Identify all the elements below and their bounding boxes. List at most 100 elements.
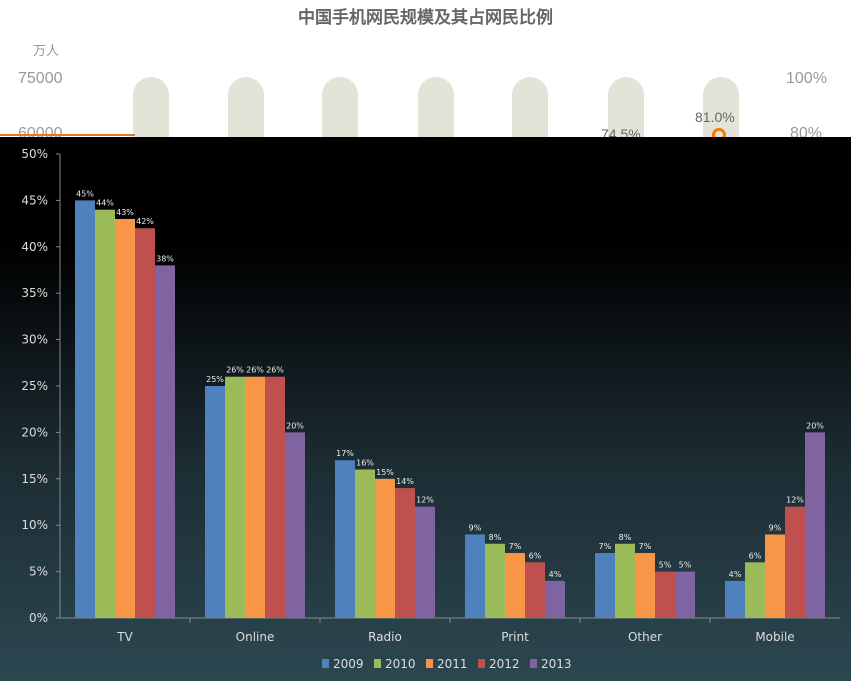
bg-column bbox=[322, 77, 358, 147]
bar-other-2012 bbox=[655, 571, 675, 618]
y-tick-label: 30% bbox=[21, 333, 48, 347]
data-label: 20% bbox=[806, 421, 824, 430]
legend-swatch-2012 bbox=[478, 659, 485, 668]
bar-other-2011 bbox=[635, 553, 655, 618]
bg-column bbox=[133, 77, 169, 147]
bar-radio-2010 bbox=[355, 469, 375, 618]
bg-column bbox=[228, 77, 264, 147]
y-tick-label: 10% bbox=[21, 518, 48, 532]
data-label: 17% bbox=[336, 449, 354, 458]
bar-mobile-2010 bbox=[745, 562, 765, 618]
bar-print-2012 bbox=[525, 562, 545, 618]
bg-line bbox=[0, 134, 135, 136]
bar-online-2012 bbox=[265, 376, 285, 618]
data-label: 7% bbox=[639, 542, 652, 551]
legend-label: 2012 bbox=[489, 657, 520, 671]
chart-svg: 0%5%10%15%20%25%30%35%40%45%50%TV45%44%4… bbox=[21, 147, 840, 671]
data-label: 44% bbox=[96, 199, 114, 208]
bar-mobile-2011 bbox=[765, 534, 785, 618]
bar-other-2010 bbox=[615, 543, 635, 618]
right-tick: 100% bbox=[786, 70, 827, 87]
data-label: 9% bbox=[469, 523, 482, 532]
legend-swatch-2009 bbox=[322, 659, 329, 668]
data-label: 7% bbox=[509, 542, 522, 551]
bar-tv-2011 bbox=[115, 218, 135, 618]
bar-print-2011 bbox=[505, 553, 525, 618]
background-chart-title: 中国手机网民规模及其占网民比例 bbox=[298, 8, 553, 27]
y-tick-label: 40% bbox=[21, 240, 48, 254]
y-tick-label: 5% bbox=[29, 565, 48, 579]
legend-label: 2009 bbox=[333, 657, 364, 671]
data-label: 25% bbox=[206, 375, 224, 384]
legend-swatch-2011 bbox=[426, 659, 433, 668]
bar-print-2009 bbox=[465, 534, 485, 618]
data-label: 6% bbox=[529, 551, 542, 560]
data-label: 45% bbox=[76, 189, 94, 198]
bar-mobile-2013 bbox=[805, 432, 825, 618]
bg-column bbox=[608, 77, 644, 147]
bar-tv-2009 bbox=[75, 200, 95, 618]
data-label: 7% bbox=[599, 542, 612, 551]
data-label: 4% bbox=[549, 570, 562, 579]
bg-label: 81.0% bbox=[695, 109, 735, 125]
x-tick-label: TV bbox=[116, 630, 133, 644]
data-label: 43% bbox=[116, 208, 134, 217]
bar-tv-2012 bbox=[135, 228, 155, 618]
data-label: 8% bbox=[619, 533, 632, 542]
x-tick-label: Other bbox=[628, 630, 662, 644]
unit-label: 万人 bbox=[33, 43, 60, 58]
x-tick-label: Mobile bbox=[755, 630, 794, 644]
data-label: 38% bbox=[156, 254, 174, 263]
bar-other-2009 bbox=[595, 553, 615, 618]
data-label: 26% bbox=[266, 366, 284, 375]
data-label: 8% bbox=[489, 533, 502, 542]
bar-chart: 0% 5% 10% 15% 20% 25% 30% 35% 40% 45% 50% TV 45% 44% 4… bbox=[0, 137, 851, 681]
bar-radio-2009 bbox=[335, 460, 355, 618]
y-tick-label: 0% bbox=[29, 611, 48, 625]
bar-radio-2012 bbox=[395, 488, 415, 618]
data-label: 14% bbox=[396, 477, 414, 486]
y-tick-label: 15% bbox=[21, 472, 48, 486]
y-tick-label: 20% bbox=[21, 425, 48, 439]
data-label: 42% bbox=[136, 217, 154, 226]
legend-label: 2013 bbox=[541, 657, 572, 671]
bg-column bbox=[418, 77, 454, 147]
x-tick-label: Online bbox=[236, 630, 275, 644]
bar-print-2013 bbox=[545, 580, 565, 618]
bar-online-2010 bbox=[225, 376, 245, 618]
bar-tv-2013 bbox=[155, 265, 175, 618]
y-tick-label: 50% bbox=[21, 147, 48, 161]
y-tick-label: 35% bbox=[21, 286, 48, 300]
bar-print-2010 bbox=[485, 543, 505, 618]
data-label: 12% bbox=[786, 496, 804, 505]
bar-mobile-2009 bbox=[725, 580, 745, 618]
data-label: 20% bbox=[286, 421, 304, 430]
legend-label: 2011 bbox=[437, 657, 468, 671]
data-label: 9% bbox=[769, 523, 782, 532]
background-chart: 中国手机网民规模及其占网民比例 万人 75000 60000 100% 80% … bbox=[0, 0, 851, 147]
legend-label: 2010 bbox=[385, 657, 416, 671]
x-tick-label: Radio bbox=[368, 630, 402, 644]
bar-radio-2011 bbox=[375, 478, 395, 618]
data-label: 4% bbox=[729, 570, 742, 579]
legend-swatch-2013 bbox=[530, 659, 537, 668]
bg-column bbox=[512, 77, 548, 147]
legend-swatch-2010 bbox=[374, 659, 381, 668]
x-tick-label: Print bbox=[501, 630, 529, 644]
data-label: 26% bbox=[226, 366, 244, 375]
bar-radio-2013 bbox=[415, 506, 435, 618]
bar-online-2011 bbox=[245, 376, 265, 618]
data-label: 6% bbox=[749, 551, 762, 560]
data-label: 15% bbox=[376, 468, 394, 477]
bar-mobile-2012 bbox=[785, 506, 805, 618]
data-label: 16% bbox=[356, 459, 374, 468]
bar-tv-2010 bbox=[95, 209, 115, 618]
bar-online-2009 bbox=[205, 386, 225, 618]
y-tick-label: 25% bbox=[21, 379, 48, 393]
data-label: 26% bbox=[246, 366, 264, 375]
bar-online-2013 bbox=[285, 432, 305, 618]
left-tick: 75000 bbox=[18, 70, 63, 87]
bar-other-2013 bbox=[675, 571, 695, 618]
data-label: 5% bbox=[659, 561, 672, 570]
data-label: 12% bbox=[416, 496, 434, 505]
